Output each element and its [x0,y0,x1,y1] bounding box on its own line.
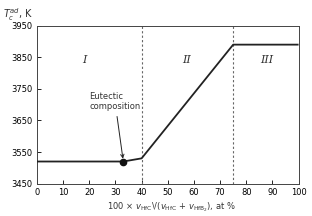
Text: 100 $\times$ $v_{\rm HfC}$\/($v_{\rm HfC}$ + $v_{\rm HfB_2}$), at %: 100 $\times$ $v_{\rm HfC}$\/($v_{\rm HfC… [107,200,236,214]
Text: II: II [182,56,190,65]
Text: $T_c^{ad}$, K: $T_c^{ad}$, K [3,6,33,22]
Text: III: III [261,56,274,65]
Text: I: I [82,56,86,65]
X-axis label: $\mathit{100}$: $\mathit{100}$ [0,215,1,216]
Text: Eutectic
composition: Eutectic composition [89,92,140,158]
